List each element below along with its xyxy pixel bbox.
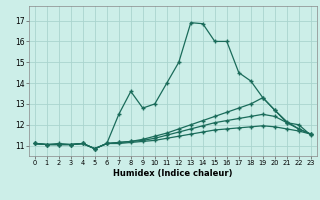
X-axis label: Humidex (Indice chaleur): Humidex (Indice chaleur) bbox=[113, 169, 233, 178]
